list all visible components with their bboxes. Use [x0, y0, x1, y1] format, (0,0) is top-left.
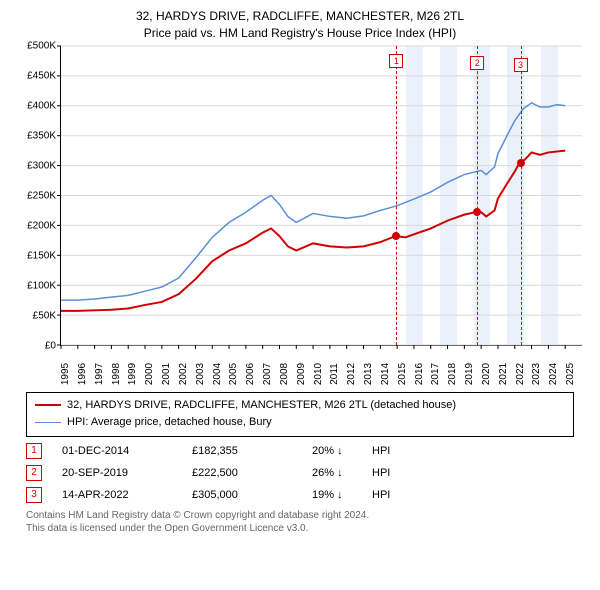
transaction-row-marker: 3 — [26, 487, 42, 503]
x-tick-label: 1999 — [127, 362, 138, 384]
transaction-row: 3 14-APR-2022£305,00019% ↓HPI — [26, 487, 574, 503]
title-line-1: 32, HARDYS DRIVE, RADCLIFFE, MANCHESTER,… — [12, 8, 588, 25]
transaction-table: 101-DEC-2014£182,35520% ↓HPI220-SEP-2019… — [26, 443, 574, 503]
x-tick-label: 2024 — [548, 362, 559, 384]
transaction-marker: 2 — [470, 56, 484, 70]
transaction-marker: 3 — [514, 58, 528, 72]
y-tick-label: £200K — [27, 220, 56, 231]
x-tick-label: 1998 — [111, 362, 122, 384]
transaction-dot — [473, 208, 481, 216]
x-tick-label: 2006 — [245, 362, 256, 384]
x-tick-label: 1997 — [94, 362, 105, 384]
legend-row: HPI: Average price, detached house, Bury — [35, 414, 565, 432]
plot-svg — [61, 46, 582, 345]
x-tick-label: 2012 — [346, 362, 357, 384]
transaction-date: 20-SEP-2019 — [62, 467, 192, 479]
series-property — [61, 150, 565, 310]
x-tick-label: 2023 — [531, 362, 542, 384]
x-tick-label: 2007 — [262, 362, 273, 384]
x-tick-label: 1995 — [60, 362, 71, 384]
x-axis-labels: 1995 1996 1997 1998 1999 2000 2001 2002 2003 2004… — [60, 348, 582, 384]
y-tick-label: £100K — [27, 280, 56, 291]
x-tick-label: 2019 — [464, 362, 475, 384]
y-tick-label: £250K — [27, 190, 56, 201]
transaction-dot — [392, 232, 400, 240]
transaction-row-marker: 1 — [26, 443, 42, 459]
x-tick-label: 1996 — [77, 362, 88, 384]
x-tick-label: 2003 — [195, 362, 206, 384]
x-tick-label: 2013 — [363, 362, 374, 384]
footer-line: Contains HM Land Registry data © Crown c… — [26, 509, 574, 523]
transaction-date: 14-APR-2022 — [62, 489, 192, 501]
x-tick-label: 2000 — [144, 362, 155, 384]
legend-label: 32, HARDYS DRIVE, RADCLIFFE, MANCHESTER,… — [67, 397, 456, 415]
chart-title: 32, HARDYS DRIVE, RADCLIFFE, MANCHESTER,… — [12, 8, 588, 42]
transaction-price: £182,355 — [192, 445, 312, 457]
series-hpi — [61, 102, 565, 299]
transaction-pct: 20% ↓ — [312, 445, 372, 457]
plot-area: 1 2 3 — [60, 46, 582, 346]
x-tick-label: 2002 — [178, 362, 189, 384]
transaction-vs: HPI — [372, 489, 390, 501]
y-tick-label: £400K — [27, 100, 56, 111]
transaction-pct: 19% ↓ — [312, 489, 372, 501]
legend-label: HPI: Average price, detached house, Bury — [67, 414, 272, 432]
x-tick-label: 2015 — [397, 362, 408, 384]
transaction-row-marker: 2 — [26, 465, 42, 481]
x-tick-label: 2009 — [296, 362, 307, 384]
transaction-row: 2 20-SEP-2019£222,50026% ↓HPI — [26, 465, 574, 481]
transaction-price: £222,500 — [192, 467, 312, 479]
x-tick-label: 2016 — [414, 362, 425, 384]
x-tick-label: 2017 — [430, 362, 441, 384]
x-tick-label: 2018 — [447, 362, 458, 384]
x-tick-label: 2004 — [212, 362, 223, 384]
x-tick-label: 2020 — [481, 362, 492, 384]
y-tick-label: £300K — [27, 160, 56, 171]
legend-row: 32, HARDYS DRIVE, RADCLIFFE, MANCHESTER,… — [35, 397, 565, 415]
x-tick-label: 2021 — [498, 362, 509, 384]
transaction-pct: 26% ↓ — [312, 467, 372, 479]
transaction-vline — [521, 46, 522, 345]
y-tick-label: £350K — [27, 130, 56, 141]
y-tick-label: £0 — [45, 340, 56, 351]
legend-swatch-property — [35, 404, 61, 406]
y-tick-label: £50K — [33, 310, 56, 321]
transaction-vline — [477, 46, 478, 345]
transaction-date: 01-DEC-2014 — [62, 445, 192, 457]
transaction-dot — [517, 159, 525, 167]
x-tick-label: 2010 — [313, 362, 324, 384]
transaction-row: 1 01-DEC-2014£182,35520% ↓HPI — [26, 443, 574, 459]
footer-line: This data is licensed under the Open Gov… — [26, 522, 574, 536]
y-tick-label: £500K — [27, 40, 56, 51]
y-tick-label: £150K — [27, 250, 56, 261]
x-tick-label: 2001 — [161, 362, 172, 384]
transaction-vs: HPI — [372, 445, 390, 457]
title-line-2: Price paid vs. HM Land Registry's House … — [12, 25, 588, 42]
x-tick-label: 2005 — [228, 362, 239, 384]
transaction-price: £305,000 — [192, 489, 312, 501]
x-tick-label: 2022 — [515, 362, 526, 384]
chart-area: £0 £50K £100K £150K £200K £250K £300K £350K £400… — [18, 46, 588, 386]
legend-swatch-hpi — [35, 422, 61, 423]
footer-attribution: Contains HM Land Registry data © Crown c… — [26, 509, 574, 536]
x-tick-label: 2011 — [329, 363, 340, 385]
x-tick-label: 2008 — [279, 362, 290, 384]
x-tick-label: 2025 — [565, 362, 576, 384]
y-axis-labels: £0£50K£100K£150K£200K£250K£300K£350K£400… — [18, 46, 58, 346]
y-tick-label: £450K — [27, 70, 56, 81]
transaction-marker: 1 — [389, 54, 403, 68]
transaction-vs: HPI — [372, 467, 390, 479]
x-tick-label: 2014 — [380, 362, 391, 384]
legend: 32, HARDYS DRIVE, RADCLIFFE, MANCHESTER,… — [26, 392, 574, 437]
transaction-vline — [396, 46, 397, 345]
